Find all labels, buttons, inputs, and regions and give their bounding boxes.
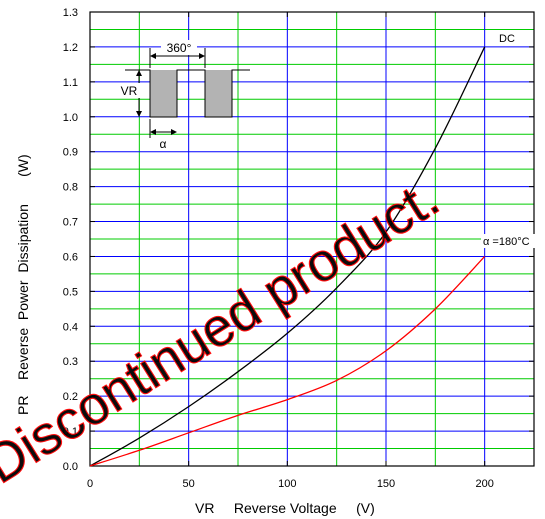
- series-label-dc: DC: [499, 33, 515, 45]
- y-tick-label: 0.8: [63, 182, 78, 194]
- y-tick-label: 1.0: [63, 112, 78, 124]
- y-tick-label: 0.4: [63, 321, 78, 333]
- inset-period-label: 360°: [167, 41, 192, 55]
- x-tick-labels: 0 50 100 150 200: [87, 478, 494, 490]
- x-axis-label: VR Reverse Voltage (V): [195, 500, 375, 516]
- y-tick-label: 0.9: [63, 147, 78, 159]
- inset-vr-label: VR: [121, 84, 138, 98]
- inset-period-arrowhead-right: [199, 53, 205, 59]
- inset-period-arrowhead-left: [150, 53, 156, 59]
- y-tick-labels: 0.0 0.1 0.2 0.3 0.4 0.5 0.6 0.7 0.8 0.9 1.0 1.1 1.2 1…: [63, 7, 78, 473]
- inset-vr-arrowhead-top: [136, 70, 142, 76]
- y-tick-label: 1.3: [63, 7, 78, 19]
- y-tick-label: 1.1: [63, 77, 78, 89]
- y-tick-label: 0.1: [63, 426, 78, 438]
- x-tick-label: 100: [278, 478, 296, 490]
- x-tick-label: 50: [183, 478, 195, 490]
- inset-waveform: [125, 69, 250, 118]
- inset-angle-arrowhead-right: [171, 129, 177, 135]
- y-tick-label: 0.5: [63, 286, 78, 298]
- inset-period-label-bg: [161, 40, 197, 55]
- inset-vr-label-bg: [118, 83, 140, 98]
- series-line-dc: [89, 46, 486, 467]
- y-tick-label: 1.2: [63, 42, 78, 54]
- y-tick-label: 0.3: [63, 356, 78, 368]
- y-tick-label: 0.7: [63, 217, 78, 229]
- series-line-alpha-180: [89, 256, 486, 467]
- series-label-alpha: α =180°C: [483, 236, 530, 248]
- y-tick-label: 0.6: [63, 251, 78, 263]
- series-lines: [89, 46, 486, 467]
- x-tick-label: 200: [475, 478, 493, 490]
- x-tick-label: 150: [377, 478, 395, 490]
- inset-angle-arrowhead-left: [150, 129, 156, 135]
- y-tick-label: 0.0: [63, 461, 78, 473]
- y-tick-label: 0.2: [63, 391, 78, 403]
- inset-pulse-1: [150, 70, 177, 117]
- inset-diagram: 360° VR α: [118, 40, 250, 151]
- series-label-dc-bg: [495, 31, 525, 45]
- axis-ticks: [89, 11, 534, 467]
- series-label-alpha-bg: [481, 234, 537, 248]
- x-tick-label: 0: [87, 478, 93, 490]
- inset-vr-arrowhead-bottom: [136, 111, 142, 117]
- y-axis-label: PR Reverse Power Dissipation (W): [15, 154, 31, 415]
- inset-angle-label: α: [160, 137, 167, 151]
- inset-pulse-2: [205, 70, 232, 117]
